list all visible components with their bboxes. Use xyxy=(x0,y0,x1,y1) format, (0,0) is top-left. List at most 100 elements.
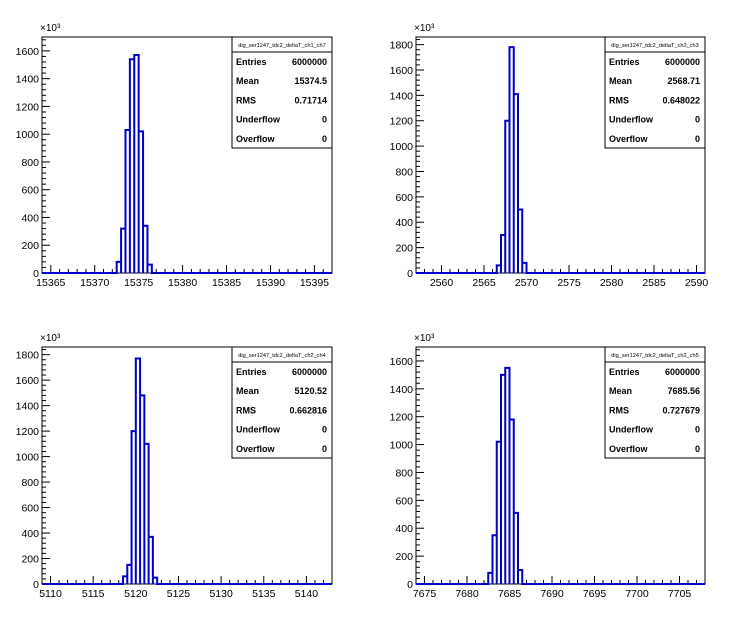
stats-value: 0.727679 xyxy=(662,405,700,415)
y-tick-label: 1600 xyxy=(16,375,40,387)
y-tick-label: 1800 xyxy=(16,350,40,362)
y-tick-label: 1200 xyxy=(16,101,40,113)
stats-title: dig_ser1247_tdc2_deltaT_ch2_ch3 xyxy=(611,43,698,49)
x-tick-label: 15375 xyxy=(124,277,153,289)
histogram-bin xyxy=(497,442,501,584)
histogram-bin xyxy=(510,419,514,584)
y-tick-label: 1400 xyxy=(390,384,414,396)
stats-value: 2568.71 xyxy=(667,76,700,86)
stats-value: 0 xyxy=(695,444,700,454)
histogram-bin xyxy=(493,535,497,584)
y-tick-label: 1000 xyxy=(390,440,414,452)
y-tick-label: 1600 xyxy=(390,65,414,77)
stats-box-frame xyxy=(231,346,333,459)
stats-value: 0 xyxy=(695,425,700,435)
histogram-bin xyxy=(518,570,522,584)
stats-label: Underflow xyxy=(609,425,654,435)
histogram-bin xyxy=(132,431,136,584)
histogram-bin xyxy=(117,262,121,273)
y-tick-label: 800 xyxy=(395,166,413,178)
x-tick-label: 5140 xyxy=(295,588,319,600)
stats-value: 15374.5 xyxy=(294,76,327,86)
y-tick-label: 800 xyxy=(21,477,39,489)
y-tick-label: 1000 xyxy=(16,129,40,141)
y-tick-label: 0 xyxy=(407,579,413,591)
stats-box: dig_ser1247_tdc2_deltaT_ch2_ch4 Entries 60… xyxy=(231,346,333,459)
y-tick-label: 1600 xyxy=(390,356,414,368)
x-tick-label: 2575 xyxy=(557,277,581,289)
histogram-bin xyxy=(144,444,148,584)
x-tick-label: 7695 xyxy=(583,588,607,600)
histogram-bin xyxy=(134,55,138,273)
x-tick-label: 5120 xyxy=(124,588,148,600)
x-tick-label: 7685 xyxy=(498,588,522,600)
stats-label: Entries xyxy=(236,367,267,377)
x-tick-label: 5125 xyxy=(167,588,191,600)
stats-label: Mean xyxy=(609,76,632,86)
stats-value: 0.71714 xyxy=(294,95,327,105)
stats-box-frame xyxy=(604,36,706,149)
histogram-bin xyxy=(514,94,518,273)
x-tick-label: 15380 xyxy=(168,277,197,289)
y-tick-label: 1200 xyxy=(390,116,414,128)
stats-value: 6000000 xyxy=(665,367,700,377)
stats-value: 7685.56 xyxy=(667,386,700,396)
y-tick-label: 0 xyxy=(407,268,413,280)
stats-box: dig_ser1247_tdc2_deltaT_ch2_ch5 Entries 60… xyxy=(604,346,706,459)
stats-label: Overflow xyxy=(236,134,276,144)
histogram-bin xyxy=(153,578,157,584)
y-tick-label: 200 xyxy=(395,243,413,255)
stats-title: dig_ser1247_tdc2_deltaT_ch2_ch4 xyxy=(238,353,325,359)
stats-label: Overflow xyxy=(609,134,649,144)
y-tick-label: 1400 xyxy=(16,74,40,86)
y-tick-label: 600 xyxy=(395,192,413,204)
x-tick-label: 15390 xyxy=(256,277,285,289)
y-tick-label: 600 xyxy=(21,503,39,515)
stats-label: RMS xyxy=(236,95,256,105)
y-tick-label: 600 xyxy=(395,495,413,507)
stats-label: Overflow xyxy=(609,444,649,454)
y-multiplier-label: ×10³ xyxy=(40,333,61,344)
x-tick-label: 15395 xyxy=(300,277,329,289)
histogram-bin xyxy=(488,573,492,584)
histogram-bin xyxy=(514,513,518,584)
stats-box: dig_ser1247_tdc2_deltaT_ch1_ch7 Entries 60… xyxy=(231,36,333,149)
histogram-line xyxy=(42,54,332,274)
y-tick-label: 1400 xyxy=(16,401,40,413)
x-tick-label: 2585 xyxy=(642,277,666,289)
histogram-bin xyxy=(497,265,501,273)
histogram-bin xyxy=(501,375,505,584)
stats-value: 6000000 xyxy=(292,367,327,377)
histogram-bin xyxy=(501,235,505,273)
x-tick-label: 5130 xyxy=(209,588,233,600)
stats-box-frame xyxy=(231,36,333,149)
x-tick-label: 2565 xyxy=(472,277,496,289)
stats-value: 0 xyxy=(322,115,327,125)
x-tick-label: 2580 xyxy=(600,277,624,289)
histogram-line xyxy=(416,46,705,274)
histogram-line xyxy=(416,366,705,585)
stats-title: dig_ser1247_tdc2_deltaT_ch2_ch5 xyxy=(611,353,698,359)
histogram-bin xyxy=(123,576,127,584)
x-tick-label: 7705 xyxy=(668,588,692,600)
histogram-bin xyxy=(130,59,134,273)
stats-value: 0.648022 xyxy=(662,95,700,105)
stats-label: Entries xyxy=(609,367,640,377)
y-tick-label: 200 xyxy=(21,240,39,252)
stats-label: Mean xyxy=(236,76,259,86)
y-tick-label: 1000 xyxy=(390,141,414,153)
y-tick-label: 1400 xyxy=(390,90,414,102)
stats-value: 0.662816 xyxy=(289,405,327,415)
stats-value: 0 xyxy=(322,425,327,435)
x-tick-label: 15385 xyxy=(212,277,241,289)
histogram-bin xyxy=(136,358,140,584)
y-tick-label: 800 xyxy=(395,467,413,479)
stats-label: RMS xyxy=(236,405,256,415)
x-tick-label: 5110 xyxy=(39,588,62,600)
stats-value: 0 xyxy=(322,134,327,144)
x-tick-label: 7690 xyxy=(540,588,564,600)
histogram-bin xyxy=(518,210,522,273)
y-tick-label: 1200 xyxy=(16,426,40,438)
stats-label: Entries xyxy=(236,57,267,67)
